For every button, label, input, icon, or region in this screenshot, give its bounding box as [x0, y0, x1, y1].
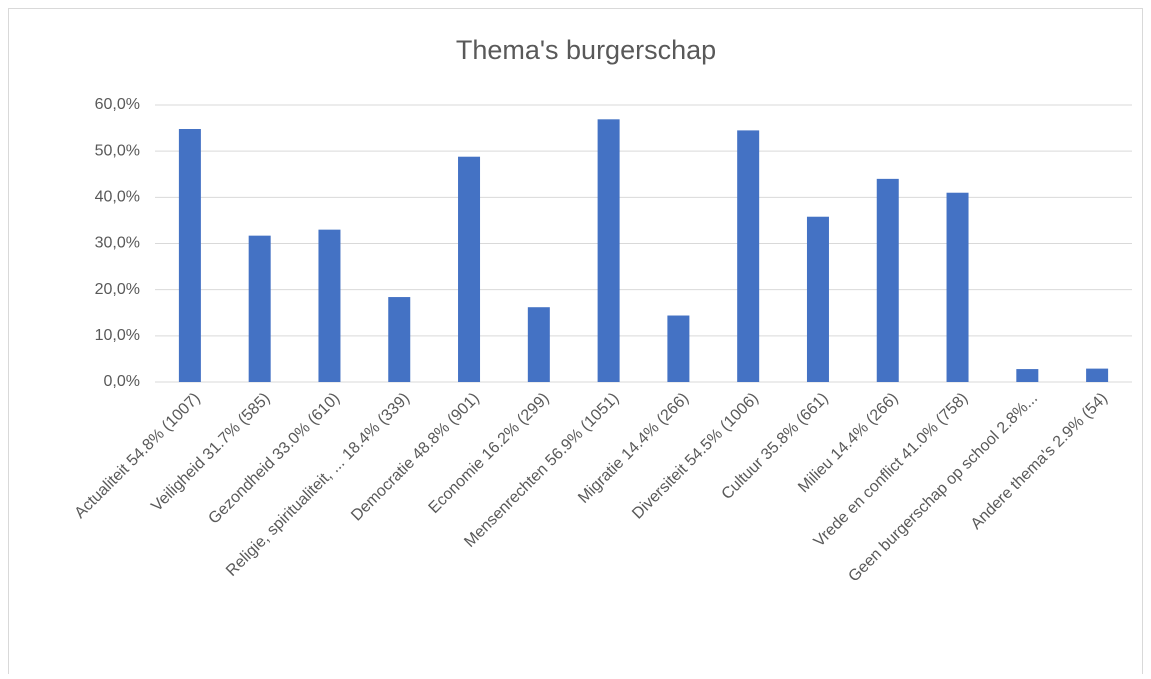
bar — [667, 315, 690, 382]
x-tick-label: Andere thema's 2.9% (54) — [968, 390, 1111, 533]
chart-title: Thema's burgerschap — [456, 35, 716, 65]
bar — [1016, 369, 1039, 382]
y-tick-label: 40,0% — [95, 189, 140, 206]
bar — [597, 119, 620, 382]
bar — [178, 129, 201, 382]
bar — [876, 178, 899, 382]
y-tick-label: 0,0% — [104, 373, 140, 390]
bar — [527, 307, 550, 382]
bar — [388, 297, 411, 382]
bar — [737, 130, 760, 382]
x-tick-label: Actualiteit 54.8% (1007) — [72, 390, 204, 522]
x-tick-label: Diversiteit 54.5% (1006) — [629, 390, 762, 523]
y-tick-label: 30,0% — [95, 235, 140, 252]
bar — [248, 235, 271, 382]
bar — [806, 216, 829, 382]
bar — [318, 229, 341, 382]
x-tick-label: Gezondheid 33.0% (610) — [205, 390, 343, 528]
bar — [458, 156, 481, 382]
y-tick-label: 60,0% — [95, 96, 140, 113]
chart-frame — [8, 8, 1143, 679]
y-tick-label: 20,0% — [95, 281, 140, 298]
x-tick-label: Democratie 48.8% (901) — [348, 390, 483, 525]
bar — [1086, 368, 1109, 382]
bar — [946, 192, 969, 382]
x-tick-label: Veiligheid 31.7% (585) — [148, 390, 273, 515]
y-tick-label: 50,0% — [95, 142, 140, 159]
x-tick-label: Economie 16.2% (299) — [426, 390, 553, 517]
y-tick-label: 10,0% — [95, 327, 140, 344]
x-tick-label: Vrede en conflict 41.0% (758) — [811, 390, 972, 551]
